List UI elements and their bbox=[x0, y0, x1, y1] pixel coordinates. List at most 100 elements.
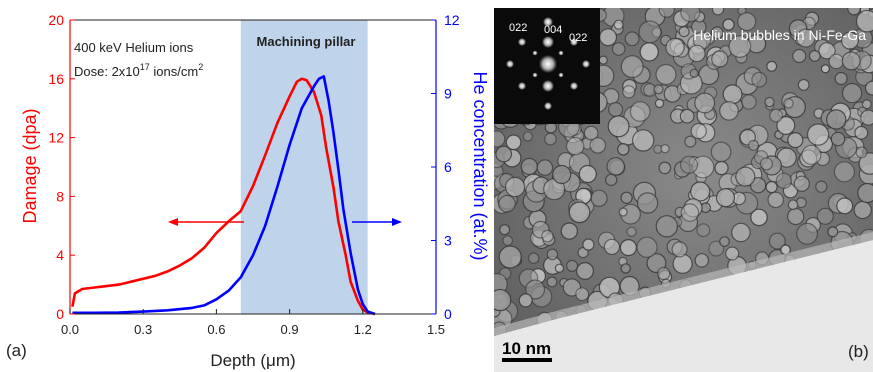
helium-bubble bbox=[768, 232, 786, 250]
diffraction-spot bbox=[532, 50, 538, 56]
helium-bubble bbox=[552, 164, 572, 185]
panel-b-label: (b) bbox=[848, 342, 869, 361]
x-tick-label: 1.5 bbox=[427, 322, 445, 337]
helium-bubble bbox=[711, 8, 725, 16]
helium-bubble bbox=[544, 132, 557, 146]
helium-bubble bbox=[830, 131, 846, 147]
helium-bubble bbox=[722, 84, 743, 105]
helium-bubble bbox=[860, 109, 873, 126]
y-right-tick-label: 0 bbox=[444, 306, 452, 322]
helium-bubble bbox=[816, 207, 834, 225]
y-left-tick-label: 4 bbox=[56, 247, 64, 263]
helium-bubble bbox=[751, 71, 768, 88]
helium-bubble bbox=[731, 222, 751, 243]
helium-bubble bbox=[598, 55, 608, 65]
helium-bubble bbox=[855, 146, 868, 159]
tem-title: Helium bubbles in Ni-Fe-Ga bbox=[693, 27, 866, 43]
x-tick-label: 0.9 bbox=[281, 322, 299, 337]
helium-bubble bbox=[767, 191, 784, 209]
helium-bubble bbox=[522, 131, 534, 142]
helium-bubble bbox=[498, 194, 516, 213]
helium-bubble bbox=[599, 28, 618, 47]
y-left-tick-label: 20 bbox=[48, 12, 64, 28]
helium-bubble bbox=[841, 82, 863, 104]
helium-bubble bbox=[565, 259, 579, 272]
helium-bubble bbox=[502, 235, 514, 247]
panel-a-label: (a) bbox=[6, 341, 27, 360]
y-left-tick-label: 0 bbox=[56, 306, 64, 322]
helium-bubble bbox=[787, 207, 805, 226]
helium-bubble bbox=[603, 238, 621, 256]
helium-bubble bbox=[796, 28, 816, 48]
machining-pillar-label: Machining pillar bbox=[257, 34, 356, 49]
helium-bubble bbox=[605, 173, 618, 187]
diffraction-spot bbox=[542, 80, 554, 92]
helium-bubble bbox=[775, 172, 793, 189]
helium-bubble bbox=[796, 222, 819, 245]
helium-bubble bbox=[536, 159, 554, 176]
helium-bubble bbox=[638, 20, 662, 44]
diffraction-spot bbox=[532, 72, 538, 78]
helium-bubble bbox=[527, 252, 540, 265]
helium-bubble bbox=[620, 263, 631, 274]
helium-bubble bbox=[855, 9, 873, 33]
helium-bubble bbox=[710, 141, 732, 163]
helium-bubble bbox=[696, 223, 711, 238]
helium-bubble bbox=[520, 157, 539, 176]
helium-bubble bbox=[857, 182, 873, 204]
helium-bubble bbox=[678, 26, 690, 38]
helium-bubble bbox=[840, 31, 859, 50]
series-line-damage bbox=[71, 77, 376, 316]
helium-bubble bbox=[797, 78, 810, 91]
helium-bubble bbox=[759, 157, 774, 171]
helium-bubble bbox=[694, 253, 710, 268]
helium-bubble bbox=[728, 35, 752, 58]
helium-bubble bbox=[565, 136, 585, 156]
arrow-right-head bbox=[392, 218, 402, 226]
helium-bubble bbox=[853, 200, 872, 220]
diffraction-spot bbox=[544, 102, 552, 110]
helium-bubble bbox=[836, 197, 854, 215]
helium-bubble bbox=[689, 68, 699, 78]
series-line-he-concentration bbox=[72, 75, 376, 316]
helium-bubble bbox=[658, 161, 672, 175]
helium-bubble bbox=[808, 49, 821, 62]
diffraction-spot bbox=[558, 72, 564, 78]
helium-bubble bbox=[620, 191, 633, 204]
scale-bar-label: 10 nm bbox=[502, 339, 551, 358]
vacuum-edge bbox=[494, 240, 873, 372]
helium-bubble bbox=[590, 189, 608, 207]
helium-bubble bbox=[776, 115, 796, 135]
arrow-left-head bbox=[168, 218, 178, 226]
helium-bubble bbox=[719, 236, 730, 248]
helium-bubble bbox=[671, 241, 688, 258]
dose-annotation: Dose: 2x1017 ions/cm2 bbox=[74, 62, 203, 79]
helium-bubble bbox=[787, 132, 804, 149]
helium-bubble bbox=[618, 207, 628, 217]
helium-bubble bbox=[495, 145, 513, 163]
helium-bubbles bbox=[494, 8, 873, 338]
helium-bubble bbox=[525, 279, 546, 300]
y-right-tick-label: 3 bbox=[444, 233, 452, 249]
helium-bubble bbox=[750, 208, 768, 227]
helium-bubble bbox=[620, 55, 644, 79]
helium-bubble bbox=[494, 130, 506, 148]
helium-bubble bbox=[694, 92, 716, 114]
y-axis-left-title: Damage (dpa) bbox=[20, 108, 40, 223]
helium-bubble bbox=[833, 161, 856, 183]
x-tick-label: 0.3 bbox=[134, 322, 152, 337]
helium-bubble bbox=[820, 64, 831, 74]
y-left-tick-label: 16 bbox=[48, 71, 64, 87]
helium-bubble bbox=[725, 246, 740, 261]
y-left-tick-label: 8 bbox=[56, 188, 64, 204]
helium-bubble bbox=[655, 215, 679, 238]
helium-bubble bbox=[518, 293, 533, 308]
helium-bubble bbox=[679, 155, 699, 174]
helium-bubble bbox=[737, 12, 757, 32]
helium-bubble bbox=[793, 175, 811, 192]
helium-bubble bbox=[583, 125, 599, 141]
helium-bubble bbox=[653, 84, 664, 95]
y-left-tick-label: 12 bbox=[48, 130, 64, 146]
helium-bubble bbox=[611, 42, 626, 56]
